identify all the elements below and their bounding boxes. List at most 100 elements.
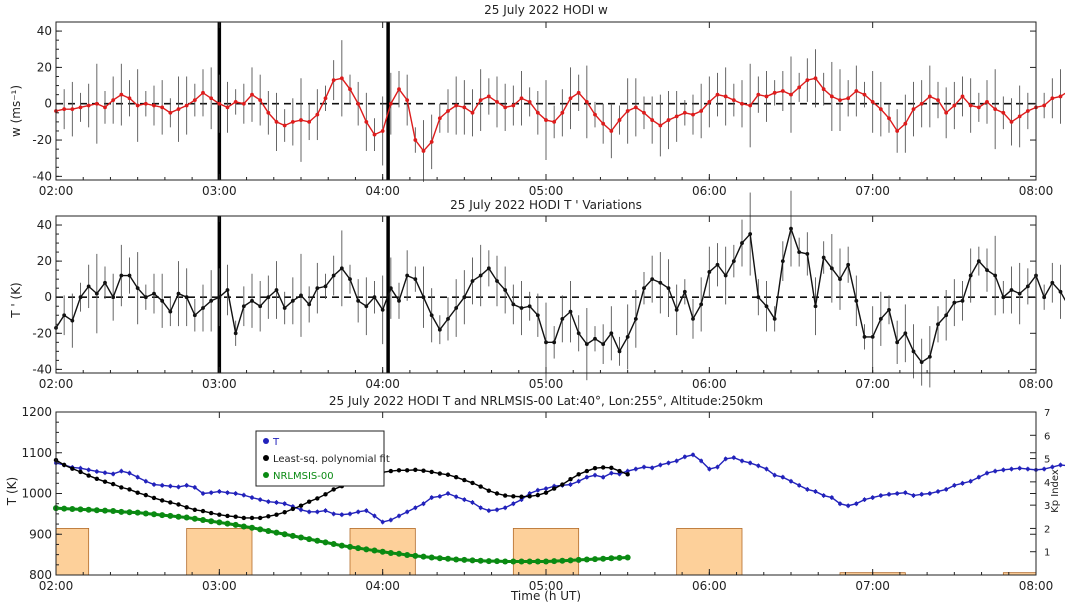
data-point <box>503 105 508 110</box>
y2-tick-label: 2 <box>1044 524 1050 535</box>
x-tick-label: 08:00 <box>1019 579 1054 593</box>
data-point <box>127 487 132 492</box>
data-point <box>192 507 198 512</box>
x-tick-label: 03:00 <box>202 377 237 391</box>
data-point <box>829 94 834 99</box>
data-point <box>535 110 540 115</box>
y-tick-label: -20 <box>32 326 52 340</box>
data-point <box>575 556 582 563</box>
data-point <box>495 100 499 104</box>
data-point <box>870 495 875 500</box>
data-point <box>61 505 68 512</box>
data-point <box>184 483 189 488</box>
data-point <box>625 335 630 339</box>
x-tick-label: 04:00 <box>365 579 400 593</box>
data-point <box>625 472 630 477</box>
panel1-ylabel: w (ms⁻¹) <box>9 85 23 137</box>
data-point <box>674 114 679 119</box>
data-point <box>192 485 197 490</box>
data-point <box>429 313 434 318</box>
data-point <box>176 502 181 507</box>
data-point <box>307 119 312 124</box>
data-point <box>740 459 744 463</box>
data-point <box>576 472 581 477</box>
data-point <box>397 514 401 518</box>
y-tick-label: 0 <box>44 290 52 304</box>
data-point <box>919 101 924 106</box>
data-point <box>518 558 525 565</box>
data-point <box>78 295 83 300</box>
data-point <box>519 306 524 310</box>
data-point <box>715 262 720 267</box>
data-point <box>397 87 401 92</box>
data-point <box>70 107 75 112</box>
data-point <box>772 473 777 478</box>
data-point <box>756 92 761 97</box>
data-point <box>168 110 173 115</box>
data-point <box>176 485 181 489</box>
data-point <box>421 295 426 300</box>
data-point <box>217 295 222 300</box>
data-point <box>1025 467 1030 471</box>
data-point <box>102 479 108 484</box>
data-point <box>86 103 91 108</box>
data-point <box>583 556 590 563</box>
data-point <box>299 293 303 298</box>
data-point <box>870 335 875 339</box>
data-point <box>168 309 173 314</box>
data-point <box>152 482 156 487</box>
data-point <box>176 291 181 296</box>
data-point <box>405 273 410 278</box>
data-point <box>103 280 107 285</box>
data-point <box>797 85 802 90</box>
y2-tick-label: 3 <box>1044 501 1050 512</box>
data-point <box>454 306 459 310</box>
data-point <box>348 277 352 282</box>
data-point <box>111 295 116 300</box>
y-tick-label: 20 <box>37 254 52 268</box>
data-point <box>118 508 125 515</box>
data-point <box>240 523 247 530</box>
data-point <box>707 467 712 471</box>
data-point <box>633 105 638 110</box>
data-point <box>184 103 189 108</box>
data-point <box>201 90 205 95</box>
data-point <box>339 266 344 271</box>
data-point <box>94 291 99 296</box>
data-point <box>650 277 655 282</box>
x-tick-label: 07:00 <box>855 377 890 391</box>
data-point <box>281 531 288 538</box>
legend-marker-t <box>263 438 269 444</box>
data-point <box>731 455 736 460</box>
data-point <box>86 473 91 478</box>
data-point <box>470 110 475 115</box>
data-point <box>805 251 810 256</box>
data-point <box>437 494 442 499</box>
data-point <box>780 475 785 480</box>
data-point <box>323 96 328 101</box>
data-point <box>838 98 842 102</box>
data-point <box>624 554 631 561</box>
data-point <box>257 515 263 521</box>
data-point <box>642 465 646 469</box>
data-point <box>503 505 508 510</box>
data-point <box>1025 109 1030 113</box>
data-point <box>511 494 516 499</box>
x-tick-label: 02:00 <box>39 377 74 391</box>
data-point <box>184 505 189 510</box>
data-point <box>102 507 108 514</box>
data-point <box>903 490 908 495</box>
data-point <box>62 107 67 112</box>
data-point <box>152 103 156 108</box>
data-point <box>887 116 891 121</box>
data-point <box>364 119 369 124</box>
legend-marker-msis <box>263 472 269 478</box>
data-point <box>510 558 517 565</box>
y2-tick-label: 4 <box>1044 478 1050 489</box>
data-point <box>143 101 148 106</box>
data-point <box>772 90 777 95</box>
data-point <box>608 555 615 562</box>
data-point <box>968 479 973 484</box>
data-point <box>307 302 312 307</box>
